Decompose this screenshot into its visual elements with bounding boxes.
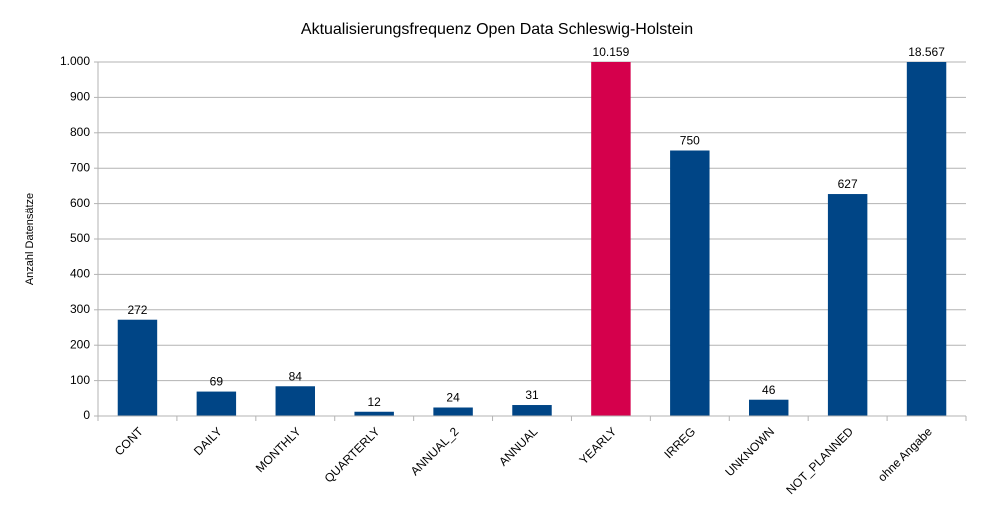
x-tick-label: DAILY — [191, 424, 225, 458]
y-tick-label: 500 — [70, 231, 90, 245]
y-tick-label: 100 — [70, 373, 90, 387]
bar — [275, 386, 315, 416]
bar — [827, 194, 868, 416]
data-label: 24 — [446, 391, 460, 405]
x-tick-label: IRREG — [661, 424, 698, 461]
x-tick-label: ANNUAL — [496, 424, 541, 469]
data-label: 46 — [762, 383, 776, 397]
y-tick-label: 200 — [70, 337, 90, 351]
y-tick-label: 0 — [83, 408, 90, 422]
bar — [196, 391, 237, 416]
bar — [117, 319, 158, 416]
data-label: 18.567 — [908, 45, 945, 59]
x-tick-label: YEARLY — [577, 424, 620, 467]
bar — [512, 405, 552, 416]
bar — [906, 62, 947, 416]
x-tick-label: ANNUAL_2 — [408, 424, 462, 478]
x-tick-label: ohne Angabe — [875, 424, 935, 484]
bar — [433, 407, 473, 416]
y-tick-label: 400 — [70, 267, 90, 281]
bar — [354, 411, 394, 416]
data-label: 84 — [289, 369, 303, 383]
y-tick-label: 600 — [70, 196, 90, 210]
chart-title: Aktualisierungsfrequenz Open Data Schles… — [301, 21, 693, 38]
y-tick-label: 900 — [70, 90, 90, 104]
x-tick-label: UNKNOWN — [722, 424, 777, 479]
data-label: 272 — [127, 303, 147, 317]
y-axis-label: Anzahl Datensätze — [24, 193, 36, 285]
data-label: 12 — [368, 395, 382, 409]
y-tick-label: 700 — [70, 160, 90, 174]
bar — [591, 62, 631, 416]
bar — [749, 399, 789, 416]
data-label: 31 — [525, 388, 539, 402]
data-label: 627 — [838, 177, 858, 191]
x-tick-label: NOT_PLANNED — [783, 424, 856, 497]
data-label: 750 — [680, 134, 700, 148]
x-tick-label: QUARTERLY — [322, 424, 383, 485]
data-label: 69 — [210, 375, 224, 389]
data-label: 10.159 — [593, 45, 630, 59]
x-tick-label: MONTHLY — [253, 424, 304, 475]
bar — [670, 150, 710, 416]
x-tick-label: CONT — [112, 424, 146, 458]
y-tick-label: 800 — [70, 125, 90, 139]
y-tick-label: 1.000 — [60, 54, 90, 68]
y-tick-label: 300 — [70, 302, 90, 316]
